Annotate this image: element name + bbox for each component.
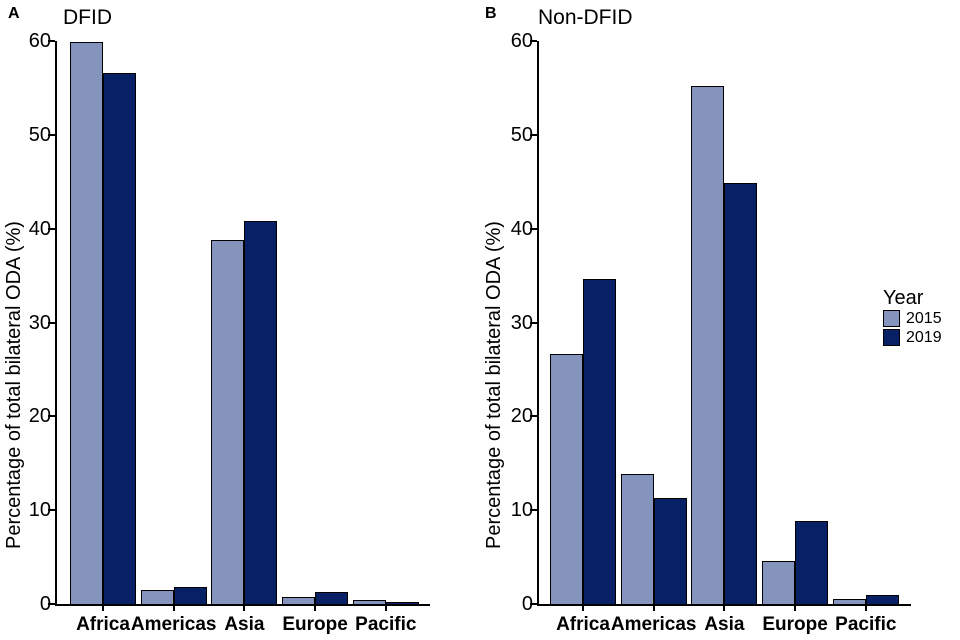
legend-item-2015: 2015 <box>883 309 942 328</box>
x-tick-label-asia: Asia <box>224 614 265 635</box>
x-tick-label-asia: Asia <box>704 614 745 635</box>
x-tick-mark <box>582 606 584 611</box>
y-tick-label: 60 <box>510 30 533 52</box>
y-axis-line <box>55 41 57 606</box>
bar-americas-2015 <box>620 473 654 604</box>
legend-swatch-2015 <box>883 310 900 327</box>
y-tick-label: 60 <box>28 30 51 52</box>
x-tick-mark <box>172 606 175 611</box>
x-tick-label-africa: Africa <box>556 614 610 635</box>
x-tick-mark <box>384 606 387 611</box>
y-tick-label: 50 <box>510 123 533 146</box>
bar-pacific-2015 <box>832 598 866 604</box>
legend-title: Year <box>883 287 924 309</box>
y-tick-mark <box>48 415 55 418</box>
panel-dfid: A DFID Percentage of total bilateral ODA… <box>3 5 430 635</box>
x-tick-mark <box>723 606 726 611</box>
legend: Year 2015 2019 <box>883 287 942 347</box>
x-tick-label-pacific: Pacific <box>835 614 897 635</box>
y-tick-label: 20 <box>28 405 51 428</box>
y-tick-mark <box>530 415 537 418</box>
bar-pacific-2019 <box>385 602 419 604</box>
x-tick-mark <box>243 606 246 611</box>
x-tick-label-americas: Americas <box>130 614 217 635</box>
bar-europe-2019 <box>315 592 349 604</box>
panel-a-title: DFID <box>63 6 112 29</box>
bar-americas-2015 <box>140 590 174 604</box>
y-tick-mark <box>530 603 537 605</box>
y-tick-label: 20 <box>510 405 533 428</box>
y-tick-label: 10 <box>510 499 533 522</box>
legend-item-label-2015: 2015 <box>906 310 942 327</box>
y-tick-label: 0 <box>521 593 533 615</box>
y-tick-mark <box>530 227 537 230</box>
x-tick-mark <box>102 606 104 611</box>
y-tick-mark <box>48 603 55 605</box>
bar-americas-2019 <box>653 498 687 604</box>
bar-asia-2019 <box>724 183 758 604</box>
y-tick-label: 40 <box>28 217 51 240</box>
y-tick-mark <box>48 40 55 42</box>
y-tick-mark <box>48 321 55 324</box>
bar-asia-2015 <box>691 86 725 604</box>
y-tick-label: 30 <box>28 311 51 334</box>
y-tick-mark <box>530 509 537 512</box>
panel-a-label: A <box>8 5 20 22</box>
bar-americas-2019 <box>173 586 207 604</box>
y-tick-mark <box>48 133 55 136</box>
x-tick-label-pacific: Pacific <box>355 614 417 635</box>
y-tick-label: 30 <box>510 311 533 334</box>
x-tick-mark <box>314 606 317 611</box>
x-tick-mark <box>794 606 797 611</box>
y-tick-mark <box>530 321 537 324</box>
legend-item-2019: 2019 <box>883 328 942 347</box>
x-tick-mark <box>864 606 867 611</box>
y-tick-label: 50 <box>28 123 51 146</box>
x-tick-label-europe: Europe <box>762 614 828 635</box>
x-axis-line <box>55 604 430 606</box>
bar-pacific-2019 <box>865 594 899 604</box>
panel-non-dfid: B Non-DFID Percentage of total bilateral… <box>480 0 960 640</box>
y-tick-label: 0 <box>39 593 51 615</box>
bar-africa-2019 <box>103 73 136 604</box>
bar-pacific-2015 <box>352 599 386 604</box>
legend-swatch-2019 <box>883 329 900 346</box>
bar-africa-2019 <box>583 278 616 604</box>
y-tick-mark <box>530 40 537 42</box>
bar-europe-2015 <box>762 561 796 604</box>
x-tick-mark <box>652 606 655 611</box>
x-axis-line <box>537 604 911 606</box>
bar-europe-2019 <box>795 520 829 604</box>
bar-europe-2015 <box>282 596 316 604</box>
y-axis-line <box>537 41 539 606</box>
bar-africa-2015 <box>70 42 103 604</box>
y-tick-mark <box>48 227 55 230</box>
x-tick-label-europe: Europe <box>282 614 348 635</box>
bar-asia-2019 <box>244 220 278 604</box>
y-tick-mark <box>48 509 55 512</box>
bar-asia-2015 <box>211 240 245 604</box>
y-tick-label: 40 <box>510 217 533 240</box>
bar-africa-2015 <box>550 353 583 604</box>
x-tick-label-africa: Africa <box>76 614 130 635</box>
panel-b-title: Non-DFID <box>538 6 633 29</box>
x-tick-label-americas: Americas <box>610 614 697 635</box>
legend-item-label-2019: 2019 <box>906 329 942 346</box>
y-tick-mark <box>530 133 537 136</box>
panel-b-label: B <box>485 5 497 22</box>
y-tick-label: 10 <box>28 499 51 522</box>
